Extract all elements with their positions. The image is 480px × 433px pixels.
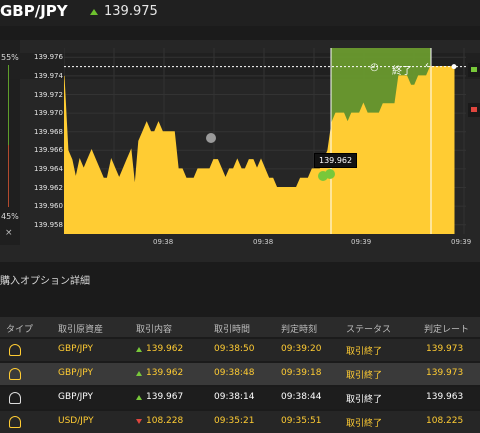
high-tab[interactable] [468, 63, 480, 77]
gauge-icon [9, 368, 21, 380]
table-row[interactable]: USD/JPY 108.228 09:35:21 09:35:51 取引終了 1… [0, 411, 480, 433]
status-cell: 取引終了 [346, 395, 383, 405]
judge-cell: 09:38:44 [281, 392, 322, 402]
time-cell: 09:38:14 [214, 392, 255, 402]
price-area [64, 66, 455, 234]
header-content: 取引内容 [136, 325, 173, 335]
up-arrow-icon [136, 347, 142, 352]
table-row[interactable]: GBP/JPY 139.962 09:38:50 09:39:20 取引終了 1… [0, 339, 480, 361]
gauge-icon [9, 392, 21, 404]
header-type: タイプ [6, 325, 34, 335]
up-arrow-icon [136, 371, 142, 376]
sentiment-panel [0, 40, 20, 245]
time-cell: 09:35:21 [214, 416, 255, 426]
header-rate: 判定レート [424, 325, 470, 335]
sentiment-high-bar [8, 65, 9, 145]
x-tick-label: 09:38 [153, 238, 174, 246]
price-tooltip: 139.962 [314, 153, 358, 168]
content-cell: 139.967 [146, 392, 184, 402]
header-judge: 判定時刻 [281, 325, 318, 335]
rate-cell: 139.973 [426, 368, 464, 378]
section-title: 購入オプション詳細 [0, 276, 90, 287]
current-point [451, 64, 457, 70]
asset-cell: USD/JPY [58, 416, 94, 426]
status-cell: 取引終了 [346, 419, 383, 429]
content-cell: 139.962 [146, 368, 184, 378]
header-asset: 取引原資産 [58, 325, 104, 335]
status-cell: 取引終了 [346, 347, 383, 357]
time-cell: 09:38:50 [214, 344, 255, 354]
content-cell: 139.962 [146, 344, 184, 354]
y-tick-label: 139.970 [34, 109, 63, 118]
table-row[interactable]: GBP/JPY 139.967 09:38:14 09:38:44 取引終了 1… [0, 387, 480, 409]
y-tick-label: 139.962 [34, 183, 63, 192]
x-tick-label: 09:39 [351, 238, 372, 246]
current-price: 139.975 [104, 4, 158, 19]
up-arrow-icon [90, 9, 98, 15]
y-tick-label: 139.964 [34, 164, 63, 173]
clock-icon: ◴ [370, 62, 379, 73]
content-cell: 108.228 [146, 416, 184, 426]
down-arrow-icon [136, 419, 142, 424]
rate-cell: 139.973 [426, 344, 464, 354]
sentiment-low-bar [8, 145, 9, 207]
table-header [0, 317, 480, 337]
price-chart[interactable] [64, 48, 466, 234]
entry-marker-green-2 [325, 169, 335, 179]
time-cell: 09:38:48 [214, 368, 255, 378]
close-icon[interactable]: × [5, 228, 13, 238]
status-cell: 取引終了 [346, 371, 383, 381]
table-row[interactable]: GBP/JPY 139.962 09:38:48 09:39:18 取引終了 1… [0, 363, 480, 385]
rate-cell: 139.963 [426, 392, 464, 402]
judge-cell: 09:35:51 [281, 416, 322, 426]
up-arrow-icon [136, 395, 142, 400]
low-tab[interactable] [468, 103, 480, 117]
judge-cell: 09:39:18 [281, 368, 322, 378]
asset-cell: GBP/JPY [58, 344, 93, 354]
y-tick-label: 139.974 [34, 71, 63, 80]
gauge-icon [9, 344, 21, 356]
judge-cell: 09:39:20 [281, 344, 322, 354]
y-tick-label: 139.968 [34, 127, 63, 136]
end-zone-label: 終了 [392, 66, 412, 77]
x-tick-label: 09:38 [253, 238, 274, 246]
y-tick-label: 139.976 [34, 53, 63, 62]
sentiment-low-label: 45% [1, 212, 19, 221]
top-bar: GBP/JPY 139.975 [0, 0, 480, 26]
asset-cell: GBP/JPY [58, 392, 93, 402]
y-tick-label: 139.960 [34, 202, 63, 211]
rate-cell: 108.225 [426, 416, 464, 426]
chevron-left-icon[interactable]: ‹ [425, 60, 429, 71]
header-status: ステータス [346, 325, 392, 335]
gauge-icon [9, 416, 21, 428]
y-tick-label: 139.972 [34, 90, 63, 99]
header-time: 取引時間 [214, 325, 251, 335]
y-tick-label: 139.958 [34, 220, 63, 229]
asset-cell: GBP/JPY [58, 368, 93, 378]
x-tick-label: 09:39 [451, 238, 472, 246]
y-tick-label: 139.966 [34, 146, 63, 155]
entry-marker-grey [206, 133, 216, 143]
currency-pair-title: GBP/JPY [0, 2, 68, 20]
